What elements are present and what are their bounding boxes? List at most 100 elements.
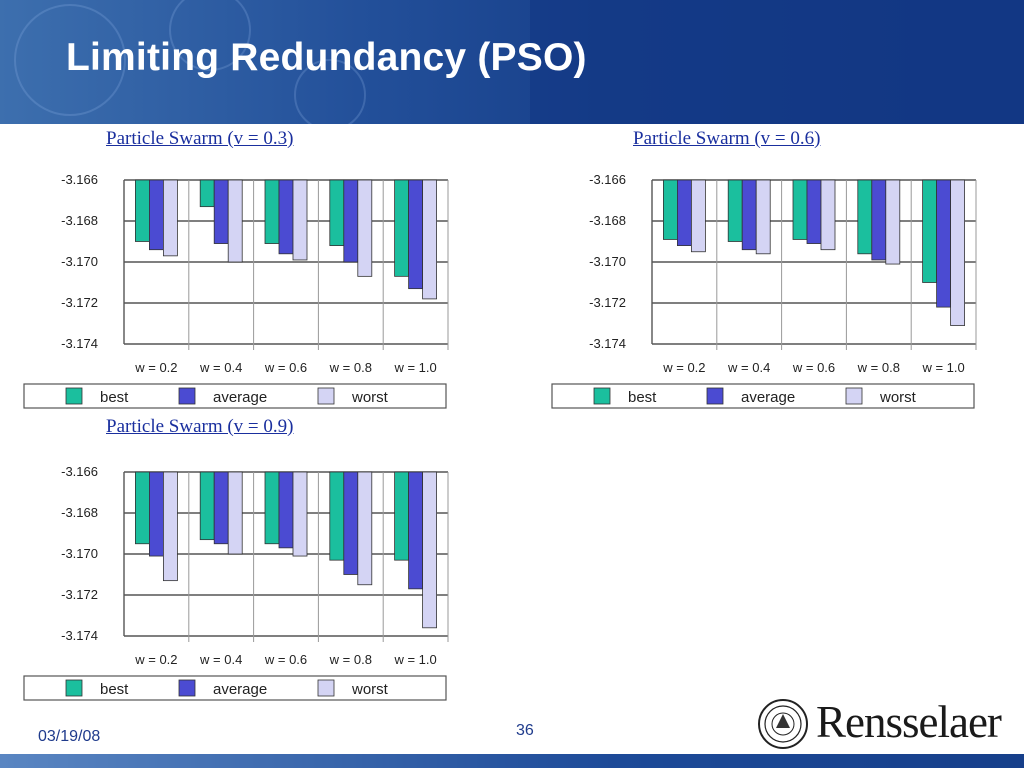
legend-label: average [213, 681, 267, 698]
y-tick-label: -3.174 [589, 336, 626, 351]
rensselaer-seal-icon [758, 699, 808, 749]
x-tick-label: w = 0.4 [727, 360, 770, 375]
bar-average [213, 471, 229, 545]
legend-swatch-average [706, 387, 724, 405]
chart-title-v03[interactable]: Particle Swarm (v = 0.3) [106, 128, 294, 149]
bar-chart-v03: -3.166 -3.168 -3.170 -3.172 -3.174 w = 0.2 w =… [23, 172, 449, 409]
bar-best [857, 179, 873, 255]
rensselaer-logo: Rensselaer [816, 697, 1002, 747]
x-tick-label: w = 0.8 [857, 360, 900, 375]
bar-best [922, 179, 938, 283]
slide-title: Limiting Redundancy (PSO) [66, 36, 587, 79]
x-tick-label: w = 0.8 [329, 652, 372, 667]
y-tick-label: -3.166 [589, 172, 626, 187]
bar-average [278, 179, 294, 255]
bar-worst [422, 471, 438, 629]
x-tick-label: w = 0.2 [662, 360, 705, 375]
bar-worst [357, 179, 373, 277]
y-tick-label: -3.172 [589, 295, 626, 310]
y-tick-label: -3.170 [61, 254, 98, 269]
bar-worst [162, 471, 178, 582]
header-banner: Limiting Redundancy (PSO) [0, 0, 1024, 124]
legend-label: average [741, 389, 795, 406]
bar-chart-v06: -3.166 -3.168 -3.170 -3.172 -3.174 w = 0.2 w =… [551, 172, 977, 409]
bar-best [135, 471, 150, 545]
x-tick-label: w = 0.6 [792, 360, 835, 375]
bar-best [264, 179, 280, 244]
x-tick-label: w = 0.6 [264, 360, 307, 375]
bar-best [394, 179, 410, 277]
bar-average [343, 471, 359, 575]
y-tick-label: -3.168 [589, 213, 626, 228]
bar-average [149, 179, 164, 251]
legend-box [23, 383, 447, 409]
bar-worst [690, 179, 706, 253]
legend-swatch-best [65, 679, 83, 697]
bar-worst [950, 179, 966, 326]
bar-best [199, 471, 215, 541]
y-tick-label: -3.174 [61, 336, 98, 351]
bar-best [329, 471, 345, 561]
bar-best [394, 471, 410, 561]
legend-swatch-worst [317, 679, 335, 697]
y-tick-label: -3.172 [61, 587, 98, 602]
y-tick-label: -3.168 [61, 505, 98, 520]
legend-box [23, 675, 447, 701]
legend-label: average [213, 389, 267, 406]
bar-worst [227, 471, 243, 555]
bar-average [343, 179, 359, 263]
x-tick-label: w = 1.0 [921, 360, 964, 375]
legend-label: worst [351, 681, 389, 698]
bar-average [213, 179, 229, 244]
legend-label: best [628, 389, 657, 406]
legend-swatch-average [178, 679, 196, 697]
x-tick-label: w = 0.2 [134, 652, 177, 667]
bar-average [408, 179, 424, 290]
bar-average [806, 179, 822, 244]
header-decoration [14, 0, 1024, 124]
legend-label: worst [351, 389, 389, 406]
bar-worst [820, 179, 836, 251]
y-tick-label: -3.174 [61, 628, 98, 643]
bar-average [278, 471, 294, 549]
bar-average [408, 471, 424, 590]
chart-title-v06[interactable]: Particle Swarm (v = 0.6) [633, 128, 821, 149]
bar-worst [755, 179, 771, 255]
legend-swatch-worst [317, 387, 335, 405]
bar-best [329, 179, 345, 246]
bar-average [936, 179, 952, 308]
footer-bar [0, 754, 1024, 768]
bar-worst [422, 179, 438, 300]
bar-worst [292, 471, 308, 557]
legend-label: worst [879, 389, 917, 406]
x-tick-label: w = 1.0 [393, 652, 436, 667]
y-tick-label: -3.168 [61, 213, 98, 228]
bar-worst [885, 179, 901, 265]
bar-best [727, 179, 743, 242]
page-number: 36 [516, 722, 534, 739]
bar-chart-v09: -3.166 -3.168 -3.170 -3.172 -3.174 w = 0.2 w =… [23, 464, 449, 701]
y-tick-label: -3.166 [61, 172, 98, 187]
bar-average [149, 471, 164, 557]
chart-title-v09[interactable]: Particle Swarm (v = 0.9) [106, 416, 294, 437]
x-tick-label: w = 0.4 [199, 652, 242, 667]
legend-label: best [100, 389, 129, 406]
legend-swatch-best [65, 387, 83, 405]
bar-worst [227, 179, 243, 263]
bar-average [871, 179, 887, 261]
bar-best [135, 179, 150, 242]
x-tick-label: w = 1.0 [393, 360, 436, 375]
bar-best [663, 179, 678, 240]
y-tick-label: -3.170 [589, 254, 626, 269]
bar-best [792, 179, 808, 240]
bar-worst [357, 471, 373, 586]
x-tick-label: w = 0.8 [329, 360, 372, 375]
legend-swatch-average [178, 387, 196, 405]
legend-swatch-worst [845, 387, 863, 405]
x-tick-label: w = 0.4 [199, 360, 242, 375]
slide-date: 03/19/08 [38, 728, 101, 745]
legend-swatch-best [593, 387, 611, 405]
bar-average [741, 179, 757, 251]
y-tick-label: -3.172 [61, 295, 98, 310]
x-tick-label: w = 0.2 [134, 360, 177, 375]
